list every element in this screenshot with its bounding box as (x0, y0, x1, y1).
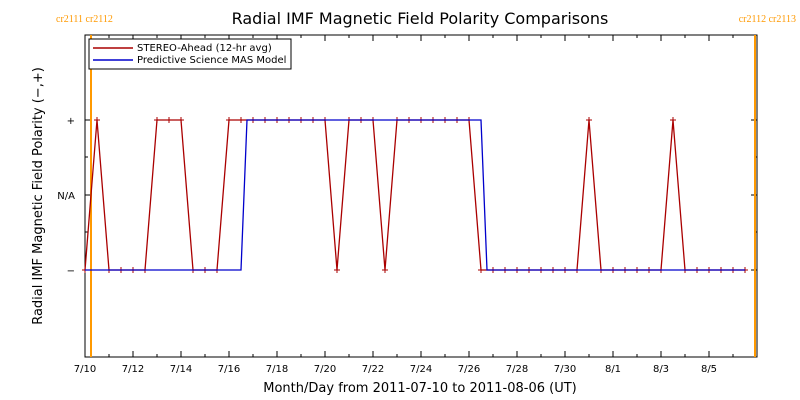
carrington-markers (90, 35, 756, 357)
x-tick-label: 7/24 (410, 364, 432, 375)
legend-label-stereo: STEREO-Ahead (12-hr avg) (137, 43, 272, 54)
y-axis: + N/A − (57, 116, 757, 277)
data-point-stereo (94, 117, 100, 123)
x-tick-label: 7/22 (362, 364, 384, 375)
x-tick-label: 7/20 (314, 364, 336, 375)
data-point-stereo (478, 267, 484, 273)
x-tick-label: 7/16 (218, 364, 240, 375)
x-tick-label: 7/10 (74, 364, 96, 375)
series-line-model (85, 119, 745, 271)
x-tick-label: 7/26 (458, 364, 480, 375)
series-layer (82, 117, 748, 273)
data-point-stereo (586, 117, 592, 123)
y-tick-label: + (67, 116, 75, 127)
series-line-stereo (84, 119, 745, 271)
data-point-stereo (382, 267, 388, 273)
x-axis: 7/10 7/12 7/14 7/16 7/18 7/20 7/22 7/24 7/26 7/28… (74, 35, 758, 375)
x-tick-label: 8/5 (701, 364, 717, 375)
data-point-stereo (670, 117, 676, 123)
x-tick-label: 8/3 (653, 364, 669, 375)
legend: STEREO-Ahead (12-hr avg) Predictive Scie… (88, 38, 292, 70)
chart-title: Radial IMF Magnetic Field Polarity Compa… (232, 9, 609, 28)
y-tick-label: − (67, 266, 75, 277)
y-axis-label: Radial IMF Magnetic Field Polarity (−,+) (31, 67, 46, 325)
legend-box (88, 38, 292, 70)
data-point-stereo (178, 117, 184, 123)
x-tick-label: 7/18 (266, 364, 288, 375)
data-point-stereo (166, 117, 172, 123)
data-point-stereo (238, 117, 244, 123)
x-axis-label: Month/Day from 2011-07-10 to 2011-08-06 … (263, 381, 576, 396)
legend-label-model: Predictive Science MAS Model (137, 55, 286, 66)
data-point-stereo (226, 117, 232, 123)
x-tick-label: 7/30 (554, 364, 576, 375)
plot-frame (84, 34, 758, 358)
x-tick-label: 7/14 (170, 364, 192, 375)
carrington-label-right: cr2112 cr2113 (739, 14, 796, 25)
x-tick-label: 7/12 (122, 364, 144, 375)
x-tick-label: 7/28 (506, 364, 528, 375)
y-tick-label: N/A (57, 191, 75, 202)
data-point-stereo (334, 267, 340, 273)
x-tick-label: 8/1 (605, 364, 621, 375)
carrington-label-left: cr2111 cr2112 (56, 14, 113, 25)
data-point-stereo (154, 117, 160, 123)
